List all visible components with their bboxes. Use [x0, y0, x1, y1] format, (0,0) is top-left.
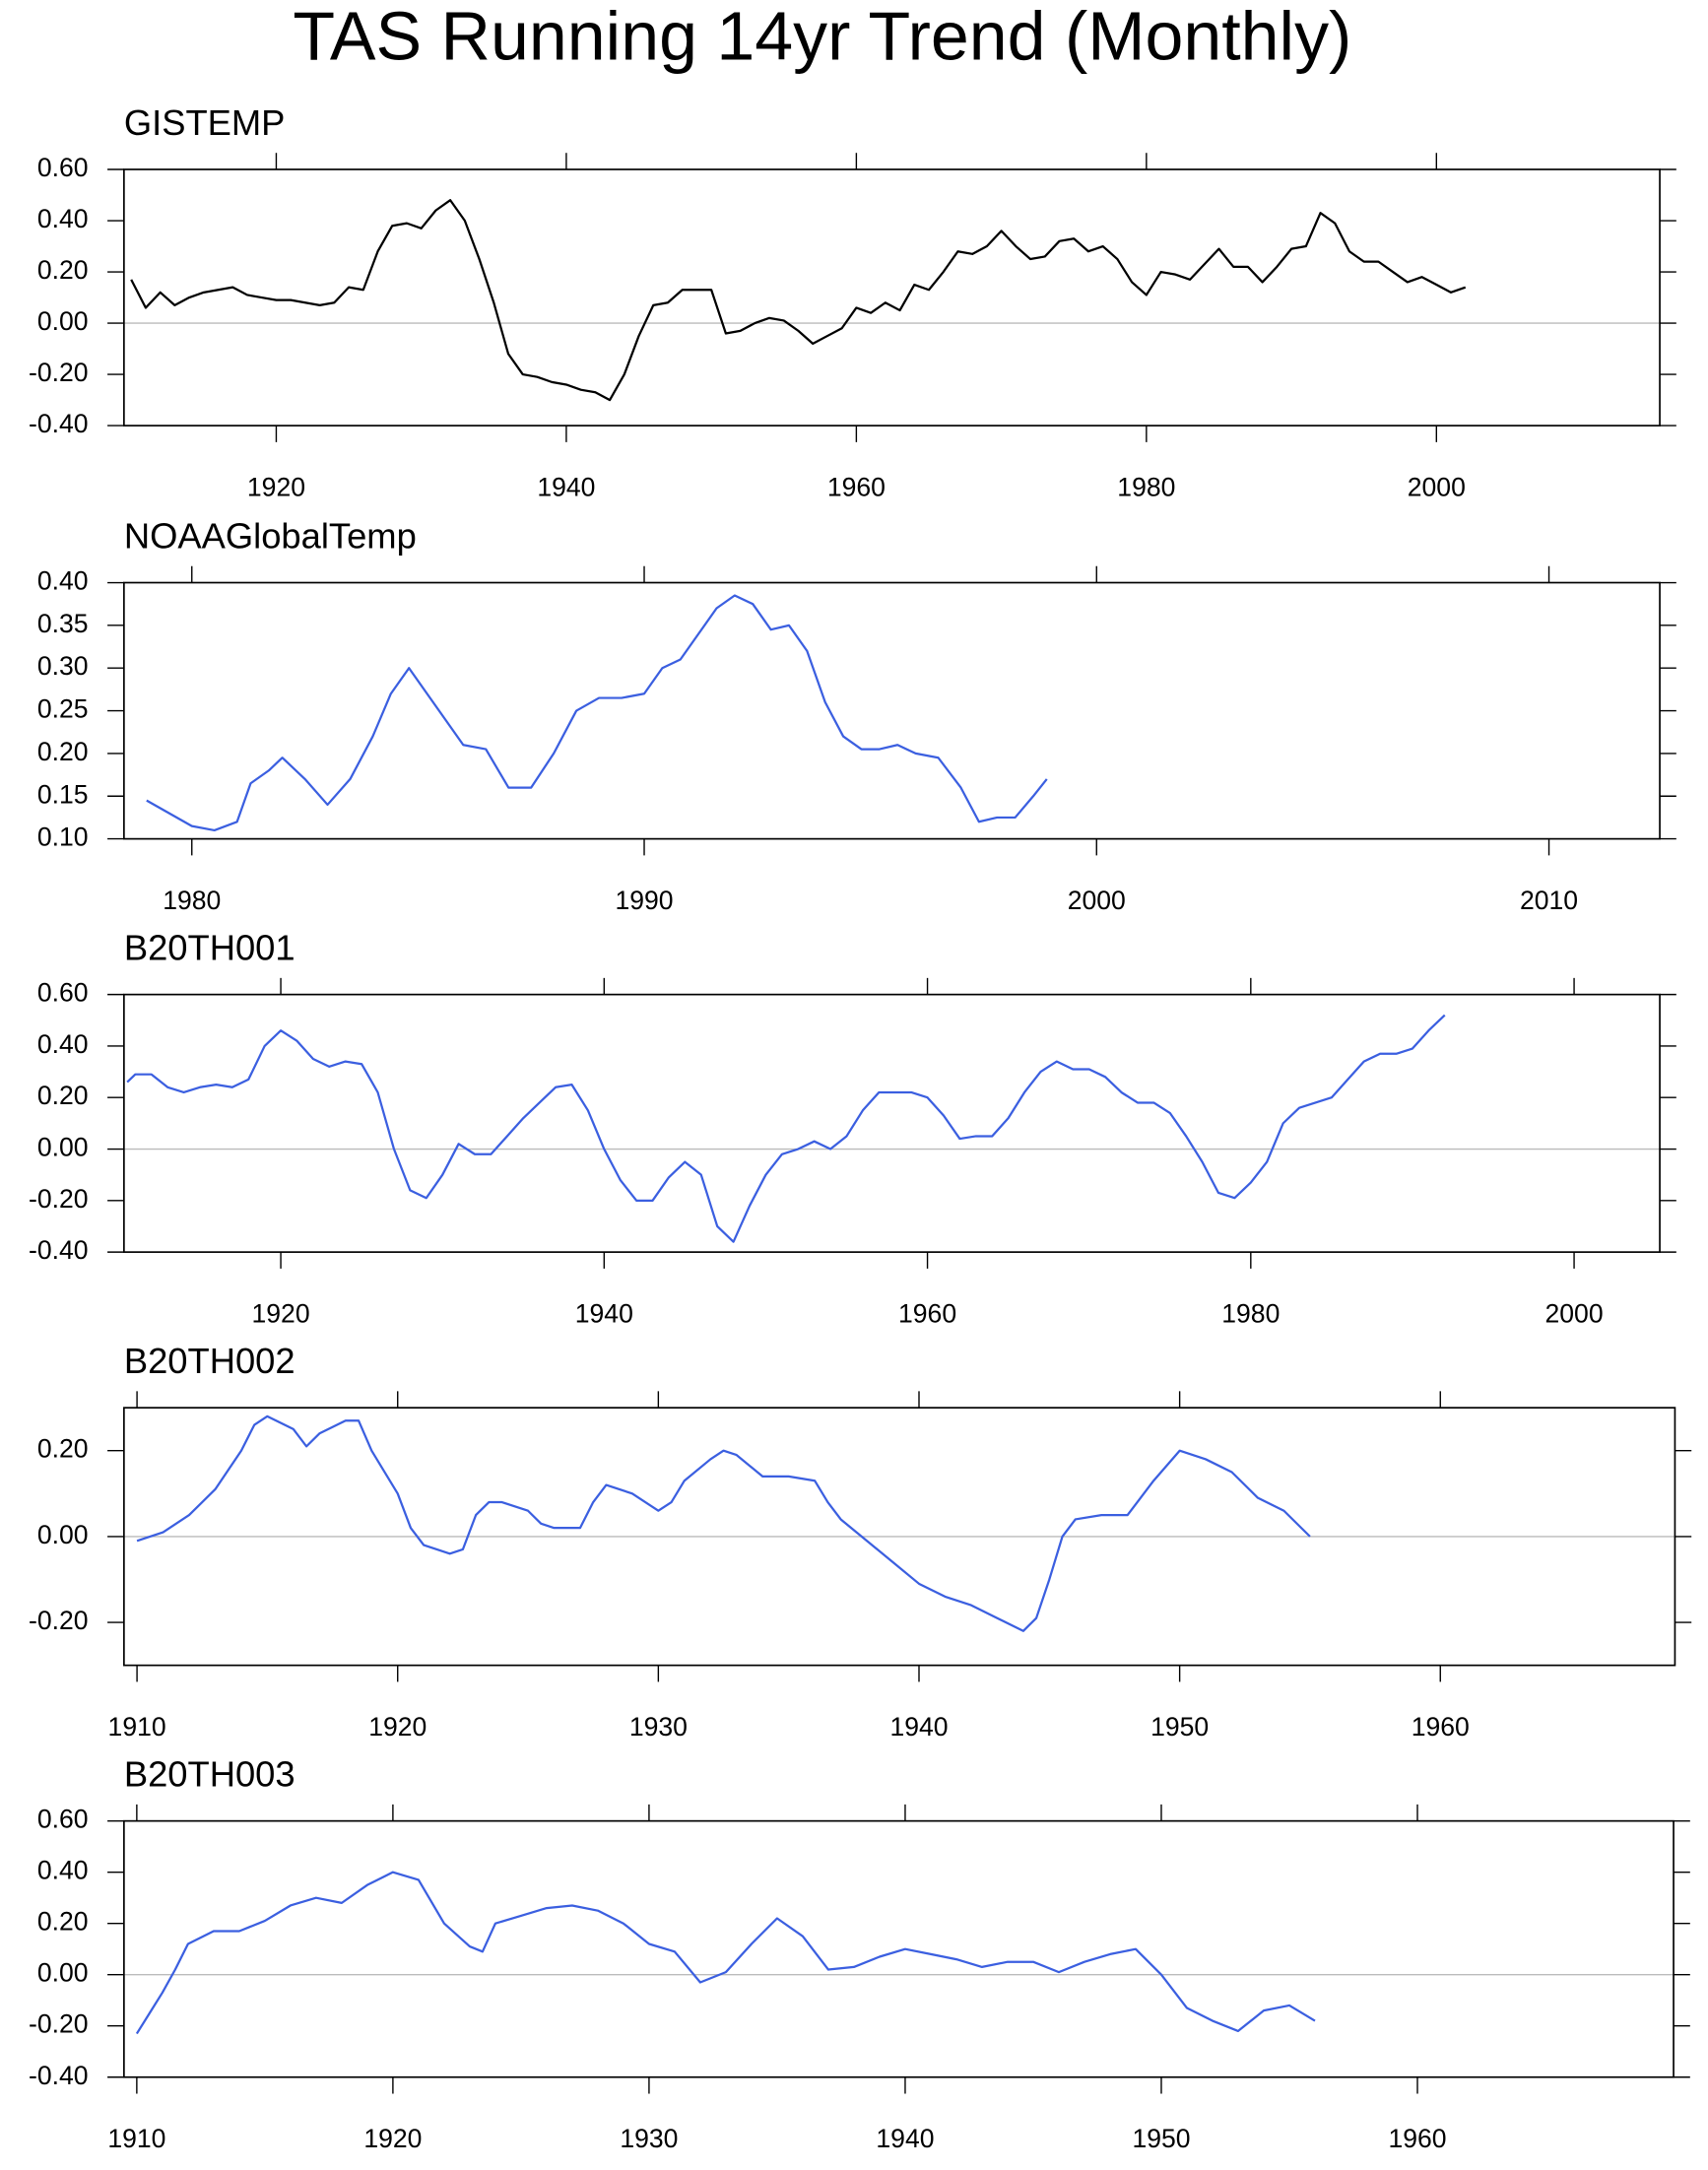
data-line	[135, 1871, 1316, 2035]
y-tick-label: 0.20	[37, 1081, 89, 1110]
x-tick-label: 1940	[575, 1298, 633, 1328]
data-line	[126, 1014, 1446, 1243]
panel: B20TH002 -0.20 0.00 0.20 1910 1920 1930 1940 195…	[29, 1341, 1692, 1742]
x-tick-label: 1910	[108, 1712, 166, 1742]
y-tick-label: 0.20	[37, 737, 89, 766]
panel-title: GISTEMP	[124, 102, 286, 143]
y-tick-label: -0.40	[29, 1235, 89, 1265]
y-tick-label: 0.30	[37, 651, 89, 681]
panel-title: B20TH003	[124, 1754, 296, 1795]
y-tick-label: 0.20	[37, 255, 89, 285]
plot-frame	[123, 1407, 1676, 1667]
data-line	[146, 594, 1048, 832]
panel-title: NOAAGlobalTemp	[124, 515, 417, 556]
y-tick-label: 0.40	[37, 1856, 89, 1885]
y-tick-label: 0.20	[37, 1434, 89, 1464]
x-tick-label: 1950	[1150, 1712, 1209, 1742]
y-tick-label: 0.00	[37, 1958, 89, 1988]
y-tick-label: -0.20	[29, 358, 89, 387]
plot-frame	[123, 168, 1661, 427]
x-tick-label: 1960	[827, 472, 886, 501]
panel-title: B20TH001	[124, 927, 296, 967]
y-tick-label: -0.20	[29, 1606, 89, 1635]
x-tick-label: 1950	[1132, 2124, 1190, 2153]
x-tick-label: 1910	[107, 2124, 165, 2153]
panel: GISTEMP -0.40 -0.20 0.00 0.20 0.40 0.60 1920 194…	[29, 102, 1676, 501]
y-tick-label: 0.40	[37, 204, 89, 233]
figure-title: TAS Running 14yr Trend (Monthly)	[293, 0, 1351, 74]
y-tick-label: 0.60	[37, 1805, 89, 1834]
x-tick-label: 1920	[247, 472, 305, 501]
y-tick-label: 0.35	[37, 609, 89, 638]
x-tick-label: 2000	[1545, 1298, 1604, 1328]
plot-frame	[123, 581, 1661, 840]
y-tick-label: -0.40	[29, 2061, 89, 2090]
panel: B20TH001 -0.40 -0.20 0.00 0.20 0.40 0.60 1920 19…	[29, 927, 1676, 1328]
panel-title: B20TH002	[124, 1341, 296, 1381]
y-tick-label: 0.40	[37, 1029, 89, 1059]
y-tick-label: 0.25	[37, 694, 89, 724]
x-tick-label: 1920	[368, 1712, 427, 1742]
y-tick-label: 0.40	[37, 566, 89, 596]
y-tick-label: 0.60	[37, 978, 89, 1008]
x-tick-label: 1940	[889, 1712, 948, 1742]
y-tick-label: 0.10	[37, 822, 89, 852]
data-line	[130, 199, 1467, 402]
data-line	[136, 1414, 1311, 1632]
x-tick-label: 1930	[629, 1712, 688, 1742]
x-tick-label: 1920	[363, 2124, 422, 2153]
x-tick-label: 2010	[1520, 886, 1578, 915]
y-tick-label: -0.40	[29, 409, 89, 438]
panel: B20TH003 -0.40 -0.20 0.00 0.20 0.40 0.60 1910 19…	[29, 1754, 1690, 2153]
x-tick-label: 1980	[163, 886, 221, 915]
y-tick-label: -0.20	[29, 1184, 89, 1214]
panel: NOAAGlobalTemp 0.10 0.15 0.20 0.25 0.30 0.35 0.…	[37, 515, 1676, 915]
x-tick-label: 1940	[876, 2124, 934, 2153]
x-tick-label: 1940	[537, 472, 595, 501]
x-tick-label: 2000	[1068, 886, 1126, 915]
y-tick-label: 0.00	[37, 1133, 89, 1162]
y-tick-label: 0.00	[37, 306, 89, 336]
y-tick-label: 0.15	[37, 779, 89, 809]
x-tick-label: 1960	[898, 1298, 956, 1328]
x-tick-label: 1920	[252, 1298, 310, 1328]
x-tick-label: 1960	[1412, 1712, 1470, 1742]
y-tick-label: 0.20	[37, 1907, 89, 1937]
y-tick-label: 0.60	[37, 153, 89, 182]
x-tick-label: 1960	[1388, 2124, 1446, 2153]
y-tick-label: -0.20	[29, 2009, 89, 2039]
x-tick-label: 1980	[1117, 472, 1175, 501]
y-tick-label: 0.00	[37, 1520, 89, 1549]
x-tick-label: 2000	[1408, 472, 1466, 501]
plot-frame	[123, 1819, 1675, 2078]
x-tick-label: 1990	[615, 886, 673, 915]
x-tick-label: 1980	[1221, 1298, 1280, 1328]
plot-frame	[123, 993, 1661, 1253]
x-tick-label: 1930	[620, 2124, 678, 2153]
